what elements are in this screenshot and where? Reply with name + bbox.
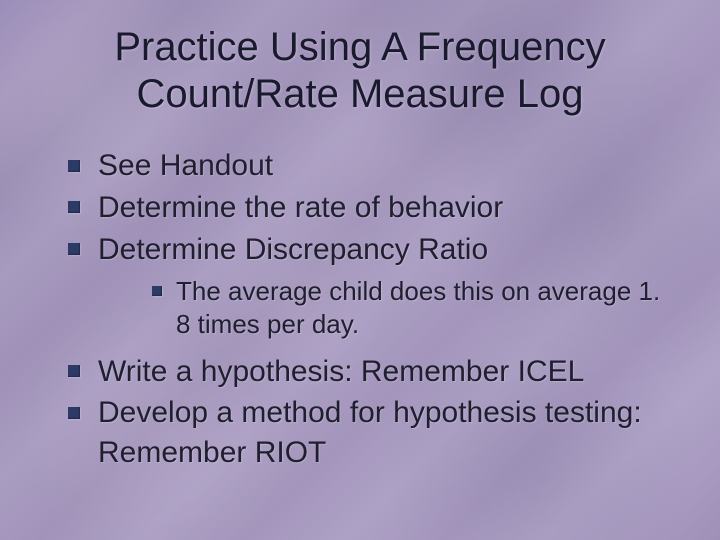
bullet-item: Determine Discrepancy Ratio The average … <box>58 230 680 342</box>
slide: Practice Using A Frequency Count/Rate Me… <box>0 0 720 540</box>
bullet-text: Determine Discrepancy Ratio <box>98 233 488 266</box>
bullet-item: Write a hypothesis: Remember ICEL <box>58 352 680 392</box>
bullet-item: Determine the rate of behavior <box>58 188 680 228</box>
sub-bullet-item: The average child does this on average 1… <box>144 275 680 342</box>
slide-title: Practice Using A Frequency Count/Rate Me… <box>40 24 680 118</box>
bullet-list: See Handout Determine the rate of behavi… <box>40 146 680 472</box>
bullet-text: See Handout <box>98 149 273 182</box>
bullet-item: See Handout <box>58 146 680 186</box>
bullet-item: Develop a method for hypothesis testing:… <box>58 393 680 472</box>
bullet-text: Develop a method for hypothesis testing:… <box>98 396 642 469</box>
sub-bullet-list: The average child does this on average 1… <box>98 275 680 342</box>
sub-bullet-text: The average child does this on average 1… <box>176 276 660 339</box>
title-line-1: Practice Using A Frequency <box>114 25 605 69</box>
bullet-text: Write a hypothesis: Remember ICEL <box>98 355 584 388</box>
bullet-text: Determine the rate of behavior <box>98 191 503 224</box>
title-line-2: Count/Rate Measure Log <box>137 72 584 116</box>
